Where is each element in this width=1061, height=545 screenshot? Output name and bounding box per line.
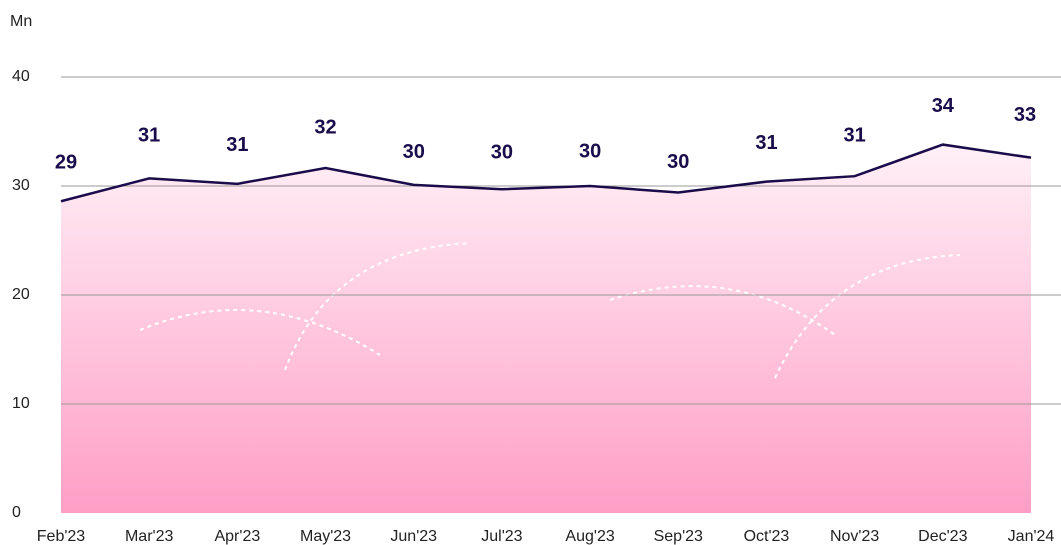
data-label: 31 <box>226 134 248 156</box>
x-tick-label: Dec'23 <box>918 528 967 545</box>
x-tick-label: Jun'23 <box>390 528 437 545</box>
data-label: 31 <box>844 124 866 146</box>
data-label: 30 <box>667 151 689 173</box>
x-tick-label: Feb'23 <box>37 528 86 545</box>
data-label: 31 <box>138 125 160 147</box>
x-tick-label: Jul'23 <box>481 528 522 545</box>
y-tick-label: 30 <box>12 177 30 194</box>
data-label: 34 <box>932 95 955 117</box>
data-label: 30 <box>491 142 513 164</box>
x-tick-label: Oct'23 <box>744 528 790 545</box>
x-tick-label: Jan'24 <box>1008 528 1055 545</box>
data-label: 29 <box>55 152 77 174</box>
y-tick-label: 40 <box>12 68 30 85</box>
line <box>60 143 1032 203</box>
data-label: 31 <box>755 132 777 154</box>
area <box>61 144 1031 513</box>
y-tick-label: 10 <box>12 395 30 412</box>
data-label: 32 <box>314 116 336 138</box>
x-tick-label: Apr'23 <box>214 528 260 545</box>
x-tick-label: Nov'23 <box>830 528 879 545</box>
flight-path <box>139 309 381 356</box>
flight-path <box>774 254 961 379</box>
x-tick-label: Mar'23 <box>125 528 174 545</box>
data-label: 30 <box>579 140 601 162</box>
y-tick-label: 0 <box>12 504 21 521</box>
y-tick-label: 20 <box>12 286 30 303</box>
x-tick-label: Sep'23 <box>654 528 703 545</box>
x-tick-label: May'23 <box>300 528 351 545</box>
y-axis-label: Mn <box>10 13 32 30</box>
x-tick-label: Aug'23 <box>565 528 614 545</box>
data-label: 33 <box>1014 104 1036 126</box>
data-label: 30 <box>403 141 425 163</box>
